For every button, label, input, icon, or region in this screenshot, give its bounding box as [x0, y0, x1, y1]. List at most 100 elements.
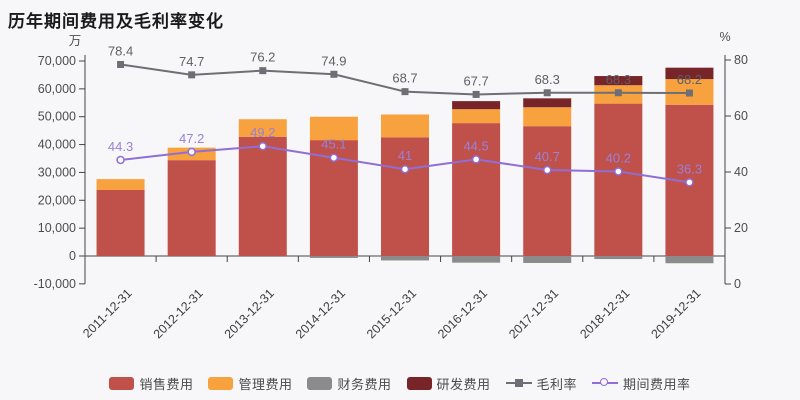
legend-item-admin-expense[interactable]: 管理费用 [208, 374, 292, 393]
legend-label-finance-expense: 财务费用 [337, 376, 392, 392]
legend-label-gross-margin: 毛利率 [536, 376, 578, 392]
left-axis-tick-label: -10,000 [34, 277, 76, 291]
bar-segment-finance-expense [452, 256, 501, 263]
marker-square-gross-margin [330, 70, 338, 78]
left-axis-tick-label: 20,000 [38, 193, 76, 207]
legend-item-gross-margin[interactable]: 毛利率 [505, 374, 578, 393]
bar-segment-rd-expense [594, 76, 643, 86]
marker-circle-period-expense-ratio [614, 167, 623, 176]
data-label-period-expense-ratio: 45.1 [321, 137, 346, 152]
bar-segment-admin-expense [523, 107, 572, 127]
legend-line-marker-icon [505, 376, 532, 390]
data-label-period-expense-ratio: 40.7 [535, 149, 560, 164]
right-axis-tick-label: 80 [734, 53, 748, 67]
legend-label-admin-expense: 管理费用 [238, 376, 293, 392]
marker-square-gross-margin [259, 67, 267, 75]
data-label-period-expense-ratio: 44.5 [463, 138, 488, 153]
data-label-gross-margin: 68.2 [677, 72, 702, 87]
legend-swatch-icon [307, 376, 333, 390]
bar-segment-finance-expense [665, 256, 714, 264]
right-axis-tick-label: 60 [734, 109, 748, 123]
left-axis-tick-label: 0 [69, 249, 76, 263]
data-label-gross-margin: 68.3 [606, 72, 631, 87]
marker-circle-period-expense-ratio [542, 165, 552, 175]
marker-circle-period-expense-ratio [116, 155, 125, 165]
data-label-period-expense-ratio: 36.3 [677, 161, 702, 176]
data-label-gross-margin: 68.7 [392, 71, 417, 86]
legend-swatch-icon [208, 376, 234, 390]
x-axis-category-label: 2011-12-31 [80, 286, 134, 340]
x-axis-category-label: 2017-12-31 [506, 286, 561, 341]
data-label-gross-margin: 76.2 [250, 50, 275, 65]
x-axis-category-label: 2018-12-31 [577, 286, 632, 341]
data-label-period-expense-ratio: 44.3 [108, 139, 133, 154]
legend-item-rd-expense[interactable]: 研发费用 [406, 374, 491, 393]
right-axis-unit-label: % [719, 30, 731, 44]
left-axis-tick-label: 40,000 [38, 138, 76, 152]
marker-square-gross-margin [401, 88, 409, 96]
legend-item-finance-expense[interactable]: 财务费用 [307, 374, 391, 393]
bar-segment-sales-expense [167, 160, 216, 256]
x-axis-category-label: 2015-12-31 [364, 286, 419, 341]
legend-item-period-expense-ratio[interactable]: 期间费用率 [592, 374, 691, 393]
marker-circle-period-expense-ratio [471, 155, 481, 164]
marker-square-gross-margin [614, 89, 622, 97]
data-label-gross-margin: 74.9 [321, 53, 346, 68]
right-axis-tick-label: 40 [734, 165, 748, 179]
left-axis-tick-label: 50,000 [38, 110, 76, 124]
legend-label-sales-expense: 销售费用 [139, 376, 194, 392]
chart-title: 历年期间费用及毛利率变化 [8, 12, 224, 31]
x-axis-category-label: 2013-12-31 [222, 286, 277, 341]
marker-square-gross-margin [188, 71, 196, 79]
bar-segment-finance-expense [594, 256, 643, 260]
data-label-gross-margin: 68.3 [535, 72, 560, 87]
bar-segment-rd-expense [665, 67, 714, 80]
bar-segment-finance-expense [381, 256, 429, 261]
bar-segment-admin-expense [381, 114, 429, 138]
data-label-gross-margin: 74.7 [179, 54, 204, 69]
data-label-gross-margin: 67.7 [463, 73, 488, 88]
bar-segment-admin-expense [238, 119, 287, 137]
marker-square-gross-margin [472, 90, 480, 98]
left-axis-unit-label: 万 [68, 34, 82, 48]
bar-segment-admin-expense [452, 109, 501, 124]
legend-item-sales-expense[interactable]: 销售费用 [109, 374, 193, 393]
left-axis-tick-label: 70,000 [38, 54, 76, 68]
data-label-period-expense-ratio: 41 [398, 148, 412, 163]
bar-segment-sales-expense [381, 137, 429, 256]
x-axis-category-label: 2016-12-31 [435, 286, 490, 341]
right-axis-tick-label: 0 [734, 277, 741, 291]
bar-segment-finance-expense [309, 256, 358, 258]
bar-segment-rd-expense [523, 98, 572, 108]
left-axis-tick-label: 60,000 [38, 82, 76, 96]
legend-label-period-expense-ratio: 期间费用率 [623, 376, 691, 392]
marker-circle-period-expense-ratio [258, 141, 268, 151]
bar-segment-sales-expense [452, 123, 501, 256]
marker-circle-period-expense-ratio [329, 153, 339, 162]
x-axis-category-label: 2019-12-31 [648, 286, 703, 341]
marker-circle-period-expense-ratio [400, 164, 410, 174]
left-axis-tick-label: 10,000 [38, 221, 76, 235]
bar-segment-admin-expense [309, 116, 358, 141]
x-axis-category-label: 2012-12-31 [151, 286, 206, 341]
chart-legend: 销售费用 管理费用 财务费用 研发费用 毛利率 期间费用率 [0, 370, 800, 396]
legend-swatch-icon [406, 376, 432, 390]
legend-label-rd-expense: 研发费用 [436, 376, 491, 392]
right-axis-tick-label: 20 [734, 221, 748, 235]
bar-segment-sales-expense [594, 103, 643, 256]
marker-square-gross-margin [117, 60, 125, 68]
left-axis-tick-label: 30,000 [38, 165, 76, 179]
bar-segment-finance-expense [523, 256, 572, 263]
bar-segment-rd-expense [452, 101, 501, 110]
legend-line-marker-icon [592, 376, 619, 390]
bar-segment-sales-expense [523, 126, 572, 256]
marker-square-gross-margin [543, 89, 551, 97]
data-label-period-expense-ratio: 40.2 [606, 150, 631, 165]
marker-circle-period-expense-ratio [187, 147, 196, 157]
bar-segment-sales-expense [238, 136, 287, 256]
marker-square-gross-margin [685, 89, 693, 97]
legend-swatch-icon [109, 376, 135, 390]
data-label-gross-margin: 78.4 [108, 43, 133, 58]
